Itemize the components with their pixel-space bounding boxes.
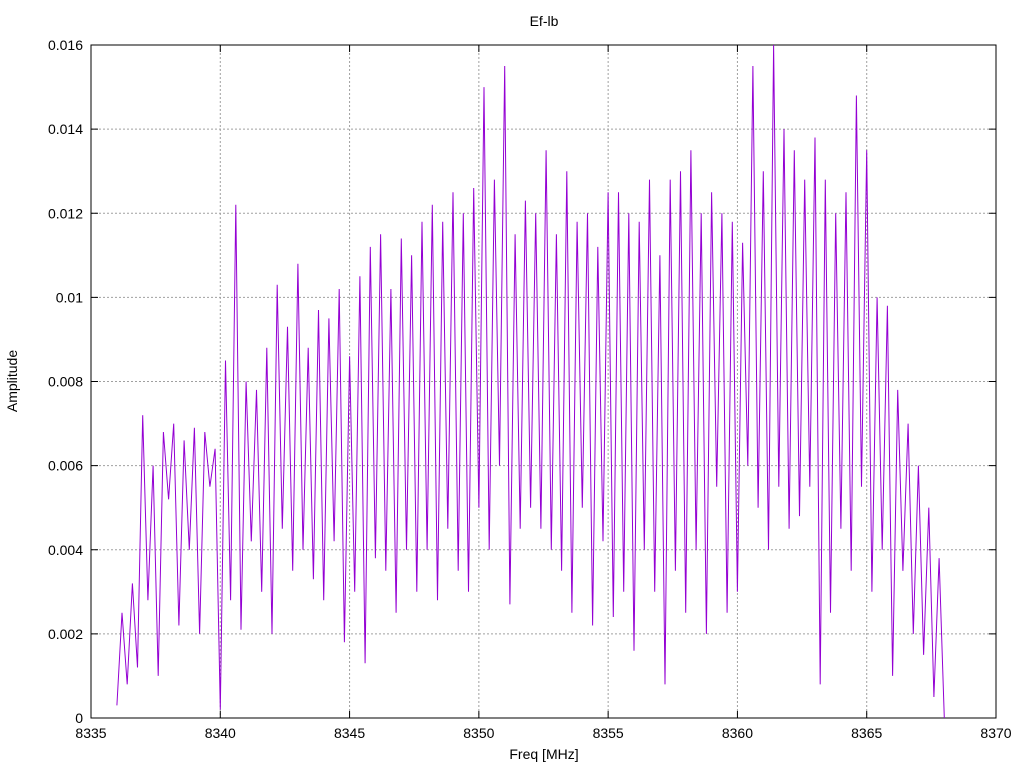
y-tick-label: 0.004 [48,542,83,558]
x-tick-label: 8365 [851,725,882,741]
x-tick-label: 8345 [334,725,365,741]
x-tick-label: 8350 [463,725,494,741]
y-tick-label: 0.01 [56,289,83,305]
x-tick-label: 8340 [205,725,236,741]
y-tick-label: 0.002 [48,626,83,642]
y-tick-label: 0 [75,710,83,726]
x-tick-label: 8355 [593,725,624,741]
y-axis-title: Amplitude [4,350,20,412]
x-tick-label: 8335 [75,725,106,741]
y-tick-label: 0.014 [48,121,83,137]
y-tick-label: 0.008 [48,374,83,390]
chart-title: Ef-lb [530,13,559,29]
series-group [116,44,945,719]
axis-ticks: 8335 8340 8345 8350 8355 8360 8365 8370 0 0.002 0.… [48,37,1012,741]
x-tick-label: 8360 [722,725,753,741]
x-axis-title: Freq [MHz] [509,746,578,762]
y-tick-label: 0.016 [48,37,83,53]
series-line [116,44,945,719]
y-tick-label: 0.012 [48,205,83,221]
x-tick-label: 8370 [980,725,1011,741]
y-tick-label: 0.006 [48,458,83,474]
